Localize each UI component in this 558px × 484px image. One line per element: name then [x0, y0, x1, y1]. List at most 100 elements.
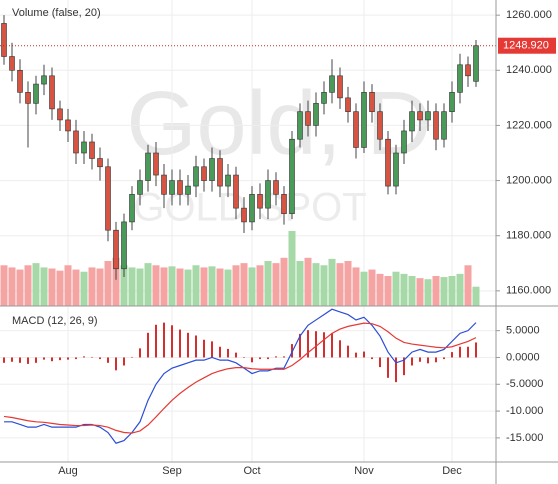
volume-bar — [344, 261, 352, 306]
volume-bar — [336, 263, 344, 306]
candle-body — [113, 229, 119, 270]
volume-bar — [424, 279, 432, 306]
candle-body — [185, 185, 191, 195]
candle-body — [393, 152, 399, 187]
candle-body — [289, 138, 295, 214]
candle-body — [305, 111, 311, 126]
candle-body — [257, 194, 263, 209]
x-tick-label: Nov — [354, 465, 374, 477]
volume-bar — [144, 263, 152, 306]
volume-bar — [432, 276, 440, 306]
macd-line — [3, 322, 477, 434]
volume-bar — [296, 261, 304, 306]
volume-bar — [176, 268, 184, 306]
volume-bar — [448, 276, 456, 306]
volume-bar — [368, 269, 376, 306]
volume-bar — [120, 265, 128, 306]
candle-body — [409, 111, 415, 132]
candle-body — [41, 75, 47, 85]
volume-bar — [96, 268, 104, 306]
volume-bar — [280, 257, 288, 306]
candle-body — [297, 111, 303, 140]
volume-bar — [72, 269, 80, 306]
candle-body — [385, 138, 391, 187]
y-tick-label: 1180.000 — [506, 230, 551, 242]
candle-body — [313, 103, 319, 126]
candle-body — [81, 141, 87, 154]
y-tick-label: 1240.000 — [506, 64, 552, 76]
volume-bar — [256, 265, 264, 306]
candle-body — [425, 111, 431, 121]
volume-bar — [464, 265, 472, 306]
volume-bar — [400, 273, 408, 306]
last-price-label: 1248.920 — [503, 40, 549, 52]
volume-bar — [184, 269, 192, 306]
candle-body — [177, 180, 183, 195]
volume-bar — [392, 271, 400, 306]
candle-body — [73, 130, 79, 154]
candle-body — [129, 194, 135, 223]
volume-bar — [136, 268, 144, 306]
y-tick-label: 1200.000 — [506, 174, 552, 186]
volume-bar — [208, 266, 216, 306]
volume-legend: Volume (false, 20) — [12, 7, 101, 19]
volume-bar — [440, 277, 448, 306]
candle-body — [345, 97, 351, 112]
candle-body — [441, 111, 447, 140]
volume-bar — [248, 267, 256, 306]
volume-bar — [272, 263, 280, 306]
volume-bar — [360, 271, 368, 306]
volume-bar — [40, 267, 48, 306]
volume-bar — [88, 267, 96, 306]
candle-body — [241, 207, 247, 223]
candle-body — [65, 119, 71, 132]
volume-bar — [408, 276, 416, 306]
candle-body — [225, 174, 231, 187]
candle-body — [265, 180, 271, 209]
macd-legend: MACD (12, 26, 9) — [12, 315, 98, 327]
candle-body — [57, 108, 63, 121]
y-tick-label: 0.0000 — [506, 351, 540, 363]
candle-body — [281, 194, 287, 214]
candle-body — [169, 180, 175, 195]
y-tick-label: 5.0000 — [506, 325, 540, 337]
volume-bar — [56, 270, 64, 306]
candle-body — [433, 111, 439, 140]
candle-body — [361, 92, 367, 148]
candle-body — [233, 174, 239, 209]
candle-body — [105, 166, 111, 231]
y-tick-label: 1220.000 — [506, 119, 552, 131]
candle-body — [401, 130, 407, 154]
candle-body — [473, 45, 479, 82]
candle-body — [89, 141, 95, 159]
candle-body — [217, 158, 223, 187]
candle-body — [49, 75, 55, 110]
candle-body — [337, 75, 343, 99]
volume-bar — [16, 269, 24, 306]
volume-bar — [376, 273, 384, 306]
volume-bar — [416, 278, 424, 306]
volume-bar — [112, 257, 120, 306]
candle-body — [193, 166, 199, 187]
candle-body — [201, 166, 207, 181]
candle-body — [33, 83, 39, 104]
volume-bar — [264, 261, 272, 306]
volume-bar — [152, 265, 160, 306]
candle-body — [457, 64, 463, 93]
candle-body — [417, 111, 423, 121]
volume-bar — [320, 265, 328, 306]
volume-bar — [224, 269, 232, 306]
macd-line — [4, 308, 477, 444]
candle-body — [17, 69, 23, 93]
candle-body — [273, 180, 279, 195]
y-tick-label: 1160.000 — [506, 285, 551, 297]
x-tick-label: Oct — [243, 465, 260, 477]
volume-bar — [352, 267, 360, 306]
candle-body — [377, 111, 383, 140]
volume-bar — [304, 257, 312, 306]
grid — [0, 0, 496, 462]
volume-bar — [64, 265, 72, 306]
volume-bar — [456, 273, 464, 306]
candle-body — [353, 111, 359, 148]
